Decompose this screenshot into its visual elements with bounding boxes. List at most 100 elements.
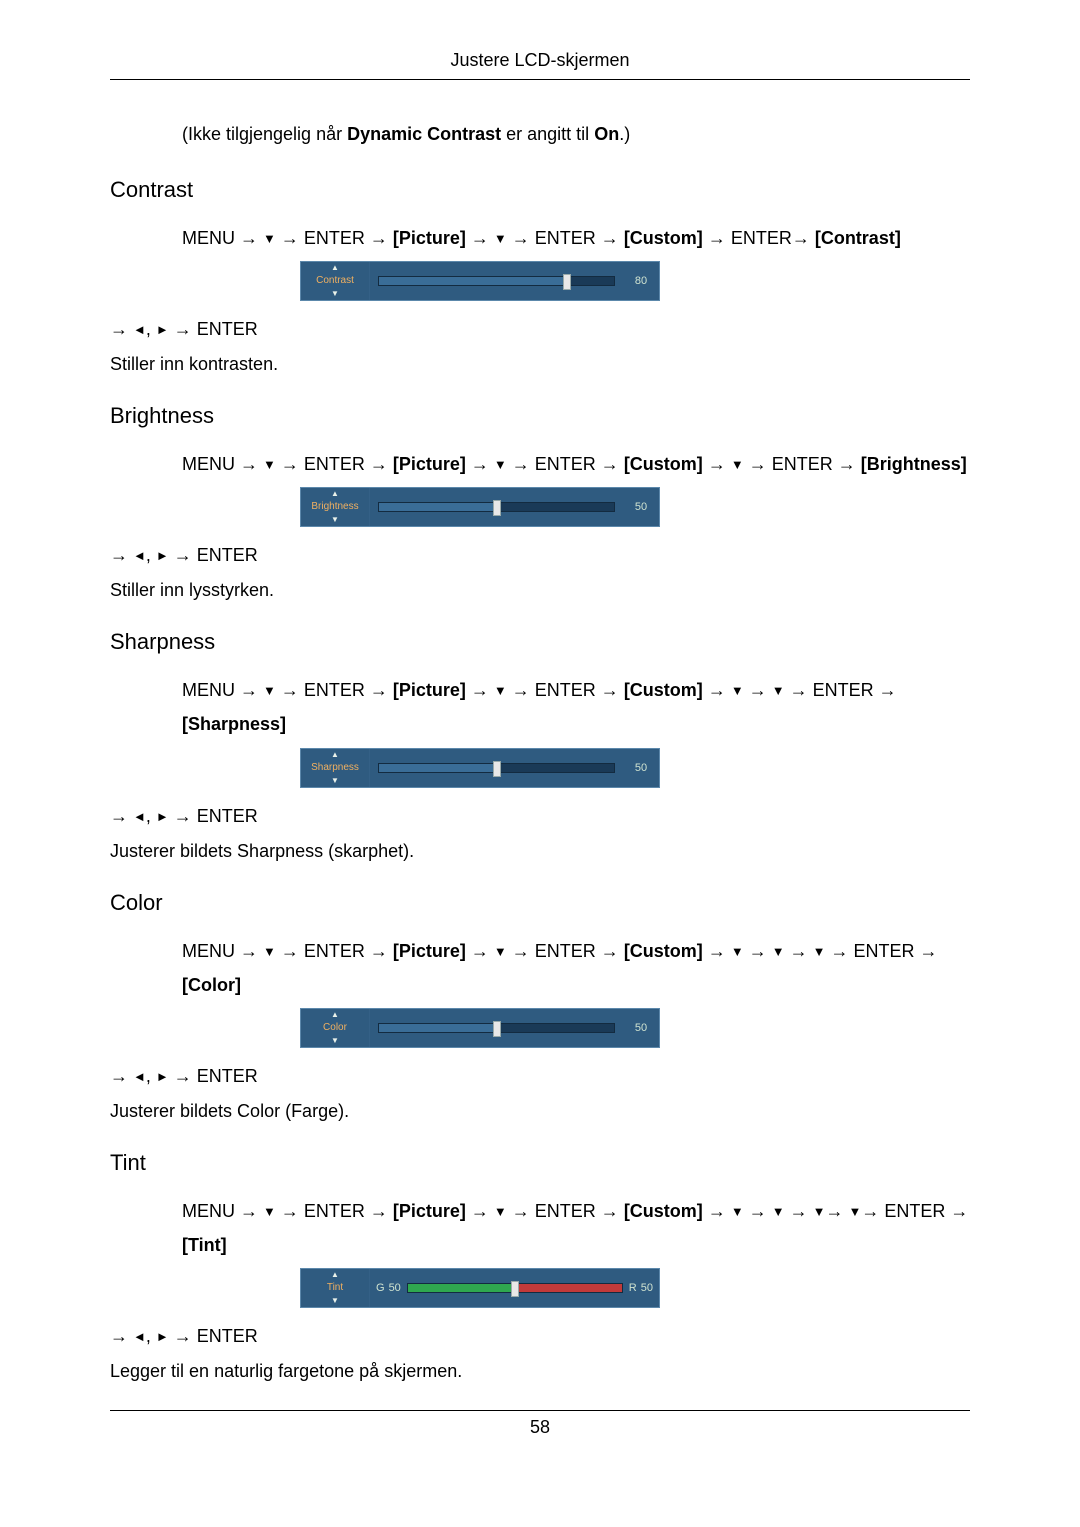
- menu-token: [Custom]: [624, 941, 703, 961]
- menu-path-text: → ENTER →: [507, 941, 624, 961]
- section-description: Stiller inn lysstyrken.: [110, 580, 970, 601]
- down-arrow-icon: [731, 1200, 744, 1225]
- osd-label-text: Tint: [327, 1283, 343, 1293]
- up-arrow-icon: ▲: [301, 1011, 369, 1019]
- section-heading: Sharpness: [110, 629, 970, 655]
- menu-path-text: MENU →: [182, 1201, 263, 1221]
- menu-path-text: MENU →: [182, 680, 263, 700]
- menu-path: MENU → → ENTER → [Picture] → → ENTER → […: [182, 447, 970, 481]
- down-arrow-icon: ▼: [301, 777, 369, 785]
- osd-label-cell: ▲Brightness▼: [301, 488, 370, 526]
- up-arrow-icon: ▲: [301, 751, 369, 759]
- up-arrow-icon: ▲: [301, 1271, 369, 1279]
- osd-label-cell: ▲Sharpness▼: [301, 749, 370, 787]
- osd-bar: [378, 763, 615, 773]
- note-text-pre: (Ikke tilgjengelig når: [182, 124, 347, 144]
- slider-thumb: [493, 761, 501, 777]
- menu-path-text: →: [825, 1201, 848, 1221]
- osd-fill: [379, 1024, 497, 1032]
- down-arrow-icon: [494, 679, 507, 704]
- left-arrow-icon: [133, 1329, 146, 1344]
- menu-token: [Picture]: [393, 228, 466, 248]
- menu-token: [Contrast]: [815, 228, 901, 248]
- tint-red-label: R50: [629, 1282, 653, 1294]
- availability-note: (Ikke tilgjengelig når Dynamic Contrast …: [182, 120, 970, 149]
- down-arrow-icon: ▼: [301, 290, 369, 298]
- section-heading: Brightness: [110, 403, 970, 429]
- menu-path-text: →: [466, 1201, 494, 1221]
- menu-path-text: → ENTER →: [276, 1201, 393, 1221]
- menu-path: MENU → → ENTER → [Picture] → → ENTER → […: [182, 221, 970, 255]
- osd-track: [370, 1009, 623, 1047]
- osd-value: 50: [623, 488, 659, 526]
- osd-track: [370, 749, 623, 787]
- osd-slider-widget: ▲Tint▼G50R50: [300, 1268, 660, 1308]
- tint-g-letter: G: [376, 1282, 385, 1294]
- menu-token: [Custom]: [624, 228, 703, 248]
- osd-label-text: Contrast: [316, 276, 354, 286]
- osd-widget-row: ▲Color▼50: [300, 1008, 970, 1048]
- page-number: 58: [110, 1417, 970, 1438]
- down-arrow-icon: [731, 453, 744, 478]
- adjust-arrows-line: → , → ENTER: [110, 545, 970, 566]
- section-heading: Contrast: [110, 177, 970, 203]
- osd-slider-widget: ▲Contrast▼80: [300, 261, 660, 301]
- note-text-mid: er angitt til: [501, 124, 594, 144]
- menu-path-text: MENU →: [182, 228, 263, 248]
- down-arrow-icon: [494, 227, 507, 252]
- osd-fill: [379, 764, 497, 772]
- osd-bar: [378, 276, 615, 286]
- menu-path-text: →: [466, 680, 494, 700]
- menu-token: [Sharpness]: [182, 714, 286, 734]
- menu-token: [Brightness]: [861, 454, 967, 474]
- osd-widget-row: ▲Brightness▼50: [300, 487, 970, 527]
- tint-r-letter: R: [629, 1282, 637, 1294]
- down-arrow-icon: [494, 940, 507, 965]
- right-arrow-icon: [156, 809, 169, 824]
- menu-path-text: MENU →: [182, 454, 263, 474]
- menu-path-text: →: [785, 941, 813, 961]
- down-arrow-icon: [813, 940, 826, 965]
- osd-value: 80: [623, 262, 659, 300]
- menu-path-text: →: [466, 228, 494, 248]
- adjust-arrows-line: → , → ENTER: [110, 1326, 970, 1347]
- menu-token: [Picture]: [393, 941, 466, 961]
- osd-slider-widget: ▲Brightness▼50: [300, 487, 660, 527]
- section-heading: Color: [110, 890, 970, 916]
- section-heading: Tint: [110, 1150, 970, 1176]
- menu-path-text: MENU →: [182, 941, 263, 961]
- menu-path-text: →: [744, 1201, 772, 1221]
- menu-path-text: →: [466, 454, 494, 474]
- tint-g-value: 50: [389, 1282, 401, 1294]
- left-arrow-icon: [133, 322, 146, 337]
- right-arrow-icon: [156, 1329, 169, 1344]
- osd-track: [370, 488, 623, 526]
- menu-token: [Tint]: [182, 1235, 227, 1255]
- section-description: Justerer bildets Color (Farge).: [110, 1101, 970, 1122]
- down-arrow-icon: ▼: [301, 516, 369, 524]
- osd-label-text: Brightness: [311, 502, 358, 512]
- document-page: Justere LCD-skjermen (Ikke tilgjengelig …: [0, 0, 1080, 1478]
- osd-track: [370, 262, 623, 300]
- slider-thumb: [493, 500, 501, 516]
- down-arrow-icon: [813, 1200, 826, 1225]
- osd-value: 50: [623, 749, 659, 787]
- down-arrow-icon: [772, 679, 785, 704]
- right-arrow-icon: [156, 322, 169, 337]
- section-description: Legger til en naturlig fargetone på skje…: [110, 1361, 970, 1382]
- menu-path-text: → ENTER→: [703, 228, 815, 248]
- left-arrow-icon: [133, 548, 146, 563]
- menu-path-text: → ENTER →: [276, 454, 393, 474]
- osd-value: 50: [623, 1009, 659, 1047]
- footer-rule: [110, 1410, 970, 1411]
- right-arrow-icon: [156, 1069, 169, 1084]
- adjust-arrows-line: → , → ENTER: [110, 319, 970, 340]
- osd-widget-row: ▲Sharpness▼ 50: [300, 748, 970, 788]
- menu-token: [Custom]: [624, 1201, 703, 1221]
- menu-path-text: → ENTER →: [744, 454, 861, 474]
- menu-path-text: →: [703, 941, 731, 961]
- osd-widget-row: ▲Contrast▼80: [300, 261, 970, 301]
- right-arrow-icon: [156, 548, 169, 563]
- down-arrow-icon: [263, 453, 276, 478]
- down-arrow-icon: ▼: [301, 1037, 369, 1045]
